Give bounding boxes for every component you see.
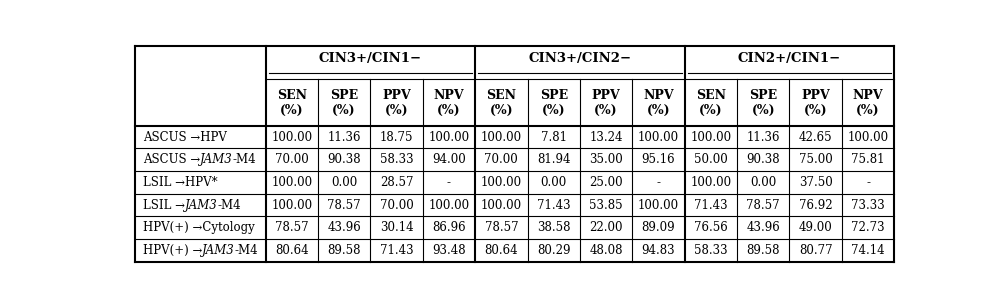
Text: 42.65: 42.65 bbox=[798, 130, 831, 144]
Text: -M4: -M4 bbox=[235, 244, 258, 257]
Text: 70.00: 70.00 bbox=[275, 153, 308, 166]
Text: 71.43: 71.43 bbox=[379, 244, 413, 257]
Text: 74.14: 74.14 bbox=[851, 244, 884, 257]
Text: 90.38: 90.38 bbox=[327, 153, 361, 166]
Text: HPV(+) →: HPV(+) → bbox=[142, 244, 202, 257]
Text: 0.00: 0.00 bbox=[540, 176, 567, 189]
Text: 25.00: 25.00 bbox=[589, 176, 622, 189]
Text: SPE
(%): SPE (%) bbox=[330, 88, 358, 117]
Text: HPV(+) →Cytology: HPV(+) →Cytology bbox=[142, 221, 254, 234]
Text: 100.00: 100.00 bbox=[847, 130, 888, 144]
Text: 28.57: 28.57 bbox=[379, 176, 413, 189]
Text: 58.33: 58.33 bbox=[693, 244, 727, 257]
Text: 80.64: 80.64 bbox=[275, 244, 308, 257]
Text: 100.00: 100.00 bbox=[480, 199, 522, 212]
Text: 94.00: 94.00 bbox=[431, 153, 465, 166]
Text: PPV
(%): PPV (%) bbox=[591, 88, 620, 117]
Text: 53.85: 53.85 bbox=[589, 199, 622, 212]
Text: 43.96: 43.96 bbox=[745, 221, 779, 234]
Text: 100.00: 100.00 bbox=[480, 176, 522, 189]
Text: CIN3+/CIN1−: CIN3+/CIN1− bbox=[319, 52, 421, 65]
Text: 100.00: 100.00 bbox=[428, 130, 469, 144]
Text: 78.57: 78.57 bbox=[745, 199, 779, 212]
Text: ASCUS →HPV: ASCUS →HPV bbox=[142, 130, 227, 144]
Text: JAM3: JAM3 bbox=[200, 153, 233, 166]
Text: ASCUS →: ASCUS → bbox=[142, 153, 200, 166]
Text: 89.58: 89.58 bbox=[746, 244, 779, 257]
Text: -M4: -M4 bbox=[233, 153, 256, 166]
Text: 72.73: 72.73 bbox=[851, 221, 884, 234]
Text: CIN3+/CIN2−: CIN3+/CIN2− bbox=[528, 52, 631, 65]
Text: 80.64: 80.64 bbox=[484, 244, 518, 257]
Text: 90.38: 90.38 bbox=[745, 153, 779, 166]
Text: 76.92: 76.92 bbox=[798, 199, 831, 212]
Text: 35.00: 35.00 bbox=[589, 153, 622, 166]
Text: 48.08: 48.08 bbox=[589, 244, 622, 257]
Text: SPE
(%): SPE (%) bbox=[540, 88, 568, 117]
Text: LSIL →HPV*: LSIL →HPV* bbox=[142, 176, 217, 189]
Text: 94.83: 94.83 bbox=[641, 244, 675, 257]
Text: 100.00: 100.00 bbox=[428, 199, 469, 212]
Text: 100.00: 100.00 bbox=[637, 199, 678, 212]
Text: 76.56: 76.56 bbox=[693, 221, 727, 234]
Text: 100.00: 100.00 bbox=[480, 130, 522, 144]
Text: PPV
(%): PPV (%) bbox=[382, 88, 410, 117]
Text: 0.00: 0.00 bbox=[749, 176, 775, 189]
Text: -: - bbox=[866, 176, 870, 189]
Text: 49.00: 49.00 bbox=[798, 221, 831, 234]
Text: -: - bbox=[446, 176, 450, 189]
Text: NPV
(%): NPV (%) bbox=[433, 88, 463, 117]
Text: 100.00: 100.00 bbox=[690, 176, 731, 189]
Text: 80.77: 80.77 bbox=[798, 244, 831, 257]
Text: 11.36: 11.36 bbox=[746, 130, 779, 144]
Text: -: - bbox=[656, 176, 660, 189]
Text: 75.00: 75.00 bbox=[798, 153, 831, 166]
Text: SEN
(%): SEN (%) bbox=[695, 88, 725, 117]
Text: NPV
(%): NPV (%) bbox=[643, 88, 673, 117]
Text: 37.50: 37.50 bbox=[798, 176, 831, 189]
Text: SPE
(%): SPE (%) bbox=[748, 88, 776, 117]
Text: 95.16: 95.16 bbox=[641, 153, 675, 166]
Text: 100.00: 100.00 bbox=[271, 176, 312, 189]
Text: 100.00: 100.00 bbox=[271, 130, 312, 144]
Text: 100.00: 100.00 bbox=[690, 130, 731, 144]
Text: 80.29: 80.29 bbox=[537, 244, 570, 257]
Text: 78.57: 78.57 bbox=[484, 221, 518, 234]
Text: 18.75: 18.75 bbox=[379, 130, 413, 144]
Text: 81.94: 81.94 bbox=[537, 153, 570, 166]
Text: 70.00: 70.00 bbox=[379, 199, 413, 212]
Text: 7.81: 7.81 bbox=[541, 130, 566, 144]
Text: 30.14: 30.14 bbox=[379, 221, 413, 234]
Text: LSIL →: LSIL → bbox=[142, 199, 185, 212]
Text: 71.43: 71.43 bbox=[693, 199, 727, 212]
Text: SEN
(%): SEN (%) bbox=[485, 88, 516, 117]
Text: 38.58: 38.58 bbox=[537, 221, 570, 234]
Text: -M4: -M4 bbox=[218, 199, 241, 212]
Text: NPV
(%): NPV (%) bbox=[852, 88, 883, 117]
Text: 93.48: 93.48 bbox=[431, 244, 465, 257]
Text: JAM3: JAM3 bbox=[202, 244, 235, 257]
Text: 89.09: 89.09 bbox=[641, 221, 675, 234]
Text: JAM3: JAM3 bbox=[185, 199, 218, 212]
Text: 78.57: 78.57 bbox=[275, 221, 308, 234]
Text: 73.33: 73.33 bbox=[851, 199, 884, 212]
Text: 0.00: 0.00 bbox=[331, 176, 357, 189]
Text: 86.96: 86.96 bbox=[431, 221, 465, 234]
Text: 100.00: 100.00 bbox=[637, 130, 678, 144]
Text: 100.00: 100.00 bbox=[271, 199, 312, 212]
Text: CIN2+/CIN1−: CIN2+/CIN1− bbox=[737, 52, 841, 65]
Text: 78.57: 78.57 bbox=[327, 199, 361, 212]
Text: 11.36: 11.36 bbox=[327, 130, 360, 144]
Text: 13.24: 13.24 bbox=[589, 130, 622, 144]
Text: 75.81: 75.81 bbox=[851, 153, 884, 166]
Text: 43.96: 43.96 bbox=[327, 221, 361, 234]
Text: 58.33: 58.33 bbox=[379, 153, 413, 166]
Text: 89.58: 89.58 bbox=[327, 244, 360, 257]
Text: 71.43: 71.43 bbox=[537, 199, 570, 212]
Text: 50.00: 50.00 bbox=[693, 153, 727, 166]
Text: PPV
(%): PPV (%) bbox=[800, 88, 829, 117]
Text: 70.00: 70.00 bbox=[484, 153, 518, 166]
Text: 22.00: 22.00 bbox=[589, 221, 622, 234]
Text: SEN
(%): SEN (%) bbox=[277, 88, 307, 117]
